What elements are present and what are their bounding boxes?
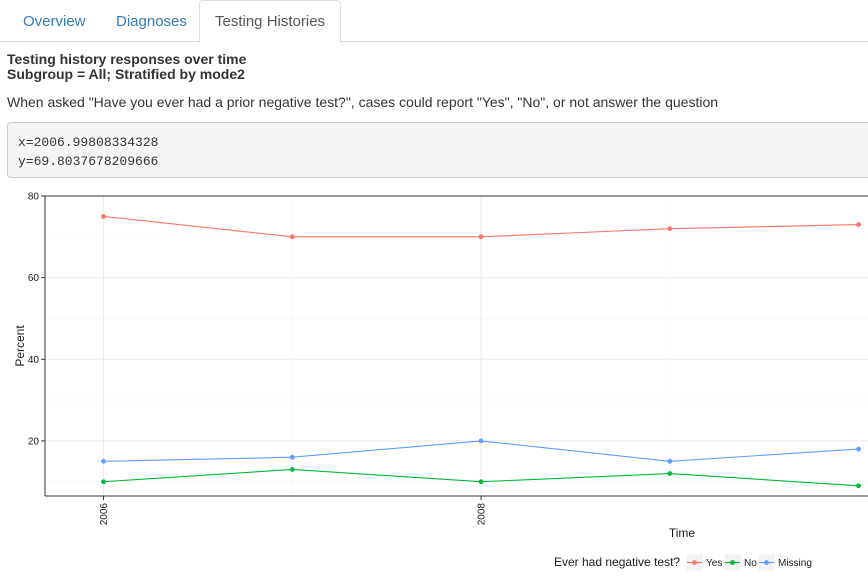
legend-title: Ever had negative test? — [554, 555, 680, 569]
tab-testing-histories[interactable]: Testing Histories — [199, 0, 342, 43]
data-point-yes — [667, 226, 673, 232]
x-axis-title: Time — [669, 526, 696, 540]
y-axis-title: Percent — [13, 325, 27, 367]
legend-label-yes: Yes — [706, 558, 722, 569]
hover-y-text: y=69.8037678209666 — [18, 154, 159, 169]
legend-label-no: No — [744, 558, 757, 569]
data-point-yes — [101, 214, 106, 219]
data-point-yes — [478, 234, 484, 240]
testing-history-line-chart[interactable]: 20 40 60 80 2006 2008 Time Percent Ever had nega… — [0, 186, 868, 579]
hover-x-text: x=2006.99808334328 — [18, 135, 159, 150]
tab-overview[interactable]: Overview — [23, 13, 86, 30]
y-tick-label: 80 — [28, 192, 40, 203]
tab-bar: Overview Diagnoses Testing Histories — [0, 0, 868, 43]
heading-title: Testing history responses over time — [7, 51, 247, 67]
data-point-no — [856, 483, 861, 489]
data-point-missing — [478, 438, 484, 444]
legend-point-missing — [764, 560, 769, 565]
data-point-missing — [101, 458, 106, 464]
question-text: When asked "Have you ever had a prior ne… — [7, 94, 719, 110]
data-point-missing — [667, 458, 673, 464]
data-point-no — [667, 471, 673, 476]
data-point-no — [101, 479, 106, 485]
y-tick-label: 20 — [28, 436, 40, 447]
legend-point-yes — [692, 560, 697, 565]
heading-subtitle: Subgroup = All; Stratified by mode2 — [7, 66, 245, 82]
legend-label-missing: Missing — [778, 558, 812, 569]
plot-panel — [45, 196, 868, 496]
data-point-yes — [289, 234, 295, 240]
legend-point-no — [730, 560, 735, 565]
tab-diagnoses[interactable]: Diagnoses — [116, 13, 187, 30]
x-tick-label: 2008 — [477, 503, 488, 526]
data-point-missing — [856, 446, 861, 452]
data-point-no — [289, 467, 295, 472]
y-tick-label: 40 — [28, 355, 40, 366]
data-point-missing — [289, 454, 295, 460]
hover-coordinates-output: x=2006.99808334328 y=69.8037678209666 — [7, 122, 868, 178]
y-tick-label: 60 — [28, 273, 40, 284]
x-tick-label: 2006 — [99, 503, 110, 526]
data-point-no — [478, 479, 484, 485]
section-heading: Testing history responses over time Subg… — [7, 52, 246, 82]
data-point-yes — [856, 222, 861, 227]
